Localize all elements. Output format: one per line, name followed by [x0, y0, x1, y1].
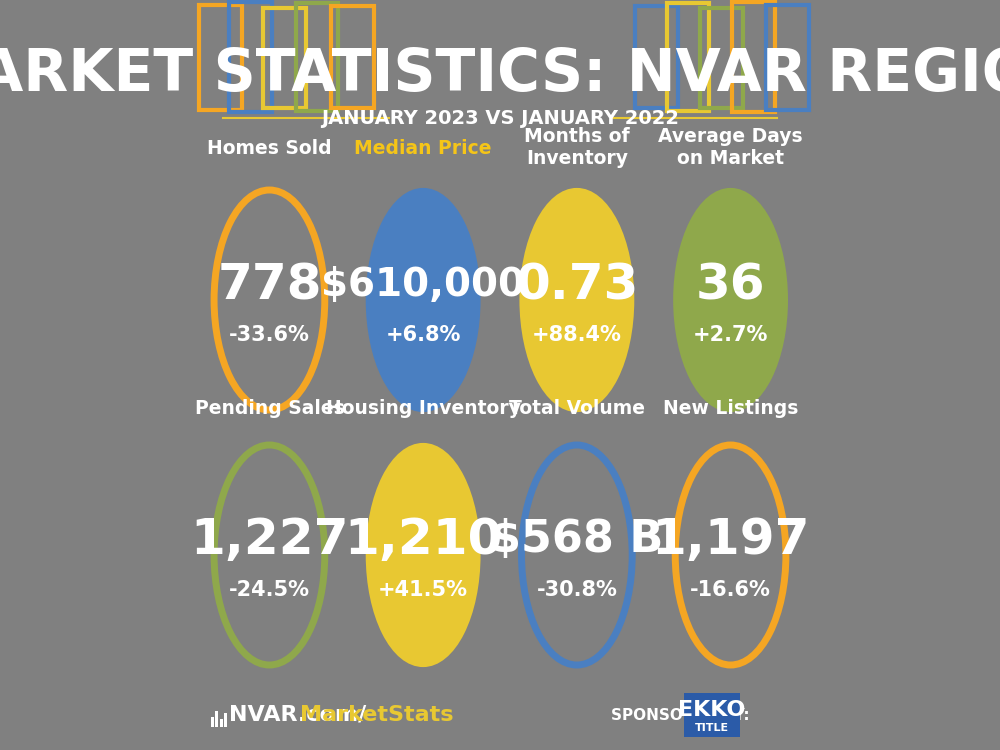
- Text: NVAR.com/: NVAR.com/: [229, 705, 367, 725]
- Text: -24.5%: -24.5%: [229, 580, 310, 600]
- Text: -30.8%: -30.8%: [536, 580, 617, 600]
- Text: -33.6%: -33.6%: [229, 325, 310, 345]
- Text: Homes Sold: Homes Sold: [207, 139, 332, 158]
- Text: +6.8%: +6.8%: [385, 325, 461, 345]
- Ellipse shape: [522, 445, 632, 665]
- Text: Average Days
on Market: Average Days on Market: [658, 128, 803, 169]
- Text: MarketStats: MarketStats: [300, 705, 454, 725]
- Text: New Listings: New Listings: [663, 398, 798, 418]
- Text: EKKO: EKKO: [678, 700, 746, 720]
- Bar: [211, 717, 214, 727]
- Text: -16.6%: -16.6%: [690, 580, 771, 600]
- Text: Median Price: Median Price: [354, 139, 492, 158]
- Text: Months of
Inventory: Months of Inventory: [524, 128, 630, 169]
- Text: Housing Inventory: Housing Inventory: [326, 398, 521, 418]
- Text: 1,197: 1,197: [651, 516, 810, 564]
- FancyBboxPatch shape: [684, 693, 740, 737]
- Text: 36: 36: [696, 261, 765, 309]
- Bar: [220, 719, 223, 727]
- Ellipse shape: [214, 445, 325, 665]
- Ellipse shape: [675, 190, 786, 410]
- Text: 0.73: 0.73: [515, 261, 639, 309]
- Text: MARKET STATISTICS: NVAR REGION: MARKET STATISTICS: NVAR REGION: [0, 46, 1000, 104]
- Text: $610,000: $610,000: [321, 266, 525, 304]
- Text: TITLE: TITLE: [695, 723, 729, 733]
- Text: +41.5%: +41.5%: [378, 580, 468, 600]
- Text: JANUARY 2023 VS JANUARY 2022: JANUARY 2023 VS JANUARY 2022: [321, 109, 679, 128]
- Ellipse shape: [522, 190, 632, 410]
- Text: 1,227: 1,227: [190, 516, 349, 564]
- Text: +88.4%: +88.4%: [532, 325, 622, 345]
- Text: Total Volume: Total Volume: [509, 398, 645, 418]
- Bar: [224, 713, 227, 727]
- Ellipse shape: [368, 190, 478, 410]
- Text: SPONSORED BY:: SPONSORED BY:: [611, 707, 749, 722]
- Text: 1,210: 1,210: [344, 516, 502, 564]
- Ellipse shape: [214, 190, 325, 410]
- Text: Pending Sales: Pending Sales: [195, 398, 344, 418]
- Ellipse shape: [368, 445, 478, 665]
- Ellipse shape: [675, 445, 786, 665]
- Bar: [215, 711, 218, 727]
- Text: +2.7%: +2.7%: [693, 325, 768, 345]
- Text: 778: 778: [217, 261, 322, 309]
- Text: $568 B: $568 B: [490, 518, 664, 562]
